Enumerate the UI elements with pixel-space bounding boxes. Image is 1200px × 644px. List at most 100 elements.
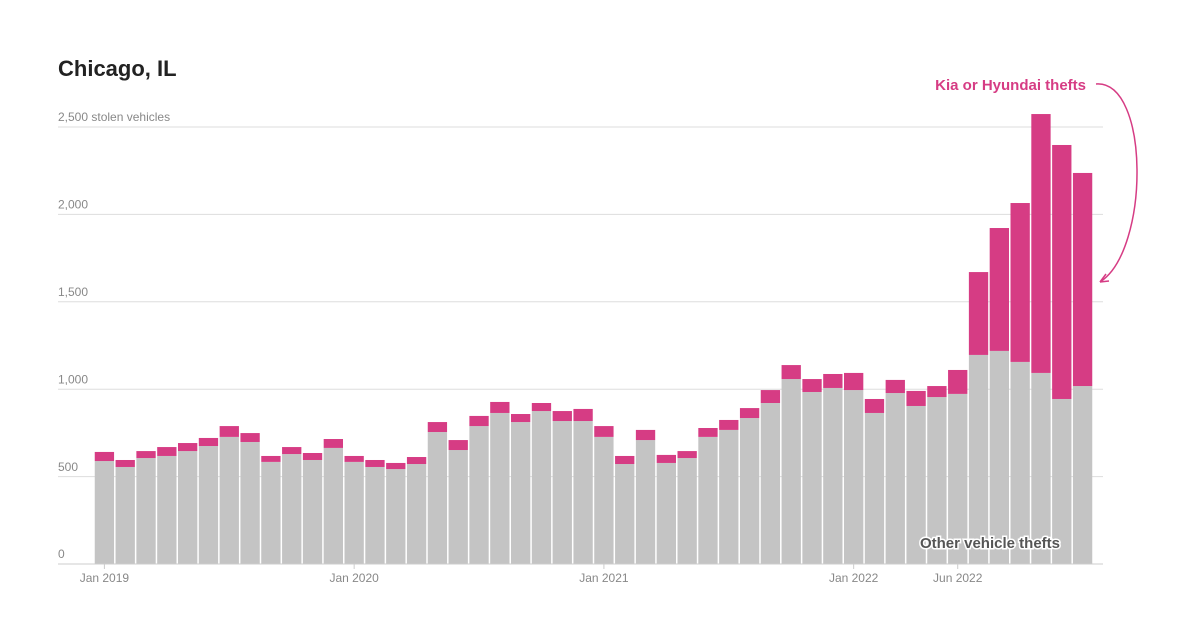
bar-segment — [739, 418, 760, 564]
bar-segment — [427, 422, 448, 433]
bar-segment — [1052, 398, 1072, 564]
bar-segment — [531, 411, 552, 564]
series-annotation: Other vehicle thefts — [920, 535, 1060, 552]
bar-segment — [885, 379, 905, 394]
bar-segment — [94, 461, 115, 564]
arrow-head — [1099, 273, 1110, 283]
bar-segment — [719, 429, 739, 564]
bar-segment — [1010, 203, 1030, 362]
bar-segment — [698, 436, 718, 564]
bar-segment — [344, 455, 364, 462]
bar-segment — [198, 437, 219, 447]
bar-segment — [656, 462, 676, 564]
bar-segment — [115, 466, 135, 564]
bar-segment — [656, 454, 676, 463]
bar-segment — [635, 440, 656, 564]
bar-segment — [677, 451, 697, 459]
bar-segment — [240, 441, 260, 564]
annotation-arrow — [1095, 83, 1138, 283]
bar-segment — [531, 403, 552, 412]
bar-segment — [552, 411, 572, 422]
bar-segment — [511, 422, 531, 564]
bar-segment — [178, 443, 198, 452]
bar-segment — [178, 451, 198, 564]
bar-segment — [906, 405, 926, 564]
bar-segment — [344, 461, 364, 564]
bar-segment — [511, 414, 531, 423]
bar-segment — [864, 398, 885, 413]
bar-segment — [739, 408, 760, 419]
x-tick-label: Jan 2019 — [80, 571, 130, 585]
bar-segment — [448, 440, 468, 451]
x-tick-label: Jan 2022 — [829, 571, 879, 585]
bar-segment — [157, 455, 177, 564]
bar-segment — [844, 390, 864, 564]
bar-segment — [448, 450, 468, 564]
bar-segment — [635, 429, 656, 441]
x-tick-label: Jun 2022 — [933, 571, 983, 585]
bar-segment — [573, 421, 593, 564]
series-annotation: Kia or Hyundai thefts — [935, 77, 1086, 94]
y-tick-label: 2,500 stolen vehicles — [58, 110, 170, 124]
bar-segment — [469, 426, 489, 564]
bar-segment — [1031, 114, 1051, 373]
bar-segment — [594, 426, 614, 437]
bar-segment — [136, 451, 156, 459]
bar-segment — [948, 369, 968, 394]
bar-segment — [802, 379, 822, 392]
bar-segment — [698, 427, 718, 437]
bar-segment — [1031, 372, 1051, 564]
bar-segment — [823, 373, 843, 388]
chart-title: Chicago, IL — [58, 56, 177, 81]
bar-segment — [760, 390, 781, 404]
bar-segment — [948, 393, 968, 564]
bar-segment — [365, 466, 385, 564]
x-tick-label: Jan 2020 — [329, 571, 379, 585]
bar-segment — [719, 419, 739, 430]
bar-segment — [781, 379, 801, 564]
bar-segment — [240, 433, 260, 442]
bar-segment — [844, 372, 864, 391]
bar-segment — [302, 452, 323, 460]
bar-segment — [573, 408, 593, 422]
y-tick-label: 0 — [58, 547, 65, 561]
bar-segment — [615, 455, 635, 465]
bar-segment — [906, 390, 926, 406]
bar-segment — [490, 401, 510, 413]
bar-segment — [490, 412, 510, 564]
bar-segment — [968, 354, 989, 564]
bar-segment — [115, 459, 135, 467]
bar-segment — [406, 464, 427, 564]
bar-segment — [989, 228, 1009, 351]
y-tick-label: 1,500 — [58, 285, 88, 299]
bar-segment — [386, 469, 406, 564]
bar-segment — [552, 421, 572, 564]
bar-segment — [615, 464, 635, 564]
bar-segment — [968, 272, 989, 355]
bar-segment — [406, 457, 427, 465]
bar-segment — [219, 426, 239, 437]
bar-segment — [1052, 144, 1072, 399]
bar-segment — [802, 391, 822, 564]
y-tick-label: 500 — [58, 460, 78, 474]
bar-segment — [219, 436, 239, 564]
bar-segment — [427, 432, 448, 564]
bar-segment — [677, 458, 697, 564]
bar-segment — [864, 412, 885, 564]
bar-segment — [594, 436, 614, 564]
bar-segment — [781, 365, 801, 380]
bar-segment — [94, 451, 115, 462]
bar-segment — [989, 350, 1009, 564]
bar-segment — [365, 459, 385, 467]
bar-segment — [157, 447, 177, 456]
bar-segment — [885, 393, 905, 564]
bar-segment — [323, 447, 343, 564]
bar-segment — [1072, 386, 1093, 564]
bar-segment — [198, 446, 219, 564]
bar-segment — [261, 455, 281, 462]
y-tick-label: 1,000 — [58, 372, 88, 386]
bar-segment — [282, 447, 302, 455]
bar-segment — [136, 458, 156, 564]
x-tick-label: Jan 2021 — [579, 571, 629, 585]
